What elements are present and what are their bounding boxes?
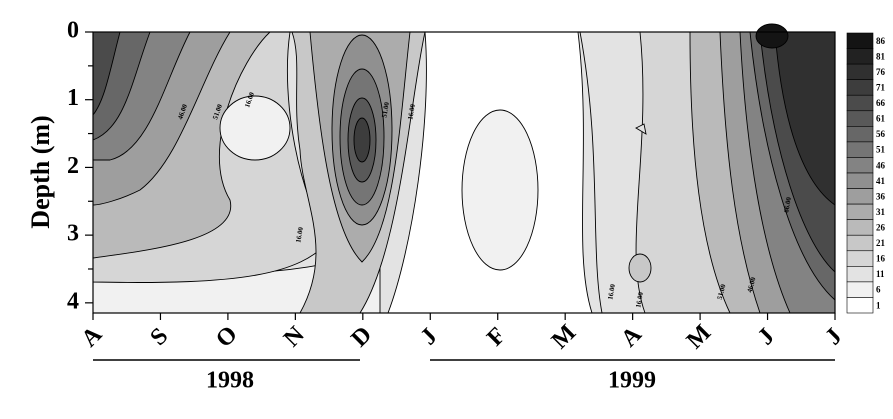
colorbar-label: 56 [876, 129, 886, 139]
colorbar-label: 86 [876, 36, 886, 46]
contour-label: 46.00 [746, 276, 758, 294]
colorbar-label: 76 [876, 67, 886, 77]
colorbar-label: 46 [876, 160, 886, 170]
contour-region [755, 23, 789, 49]
colorbar-swatch [846, 63, 874, 80]
colorbar-swatch [846, 141, 874, 158]
y-tick-label: 3 [67, 221, 79, 247]
contour-label: 16.00 [606, 283, 617, 300]
colorbar-label: 26 [876, 223, 886, 233]
x-tick-label: M [682, 320, 716, 354]
colorbar-swatch [846, 203, 874, 220]
colorbar-label: 16 [876, 254, 886, 264]
y-tick-label: 0 [67, 18, 79, 44]
colorbar-swatch [846, 94, 874, 112]
contour-region [628, 253, 652, 283]
x-tick-label: J [821, 324, 848, 351]
contour-label: 16.00 [294, 226, 305, 243]
x-tick-label: A [77, 321, 108, 352]
colorbar-swatch [846, 266, 874, 283]
colorbar-label: 21 [876, 238, 886, 248]
colorbar-swatch [846, 234, 874, 252]
colorbar-swatch [846, 281, 874, 298]
colorbar-label: 11 [876, 269, 885, 279]
contour-region [219, 95, 291, 161]
colorbar-label: 36 [876, 191, 886, 201]
contour-region [635, 123, 647, 135]
colorbar-label: 81 [876, 51, 886, 61]
colorbar-swatch [846, 188, 874, 205]
y-tick-label: 1 [67, 85, 79, 111]
colorbar-label: 66 [876, 98, 886, 108]
colorbar-swatch [846, 79, 874, 96]
colorbar-swatch [846, 126, 874, 143]
x-tick-label: N [279, 321, 310, 352]
x-tick-label: A [616, 321, 647, 352]
plot-frame [92, 31, 836, 314]
colorbar-swatch [846, 157, 874, 174]
colorbar-swatch [846, 110, 874, 127]
y-tick-label: 2 [67, 153, 79, 179]
year-label: 1999 [608, 368, 656, 394]
colorbar-label: 41 [876, 176, 886, 186]
contour-region [461, 109, 539, 271]
y-tick-label: 4 [67, 288, 79, 314]
colorbar-label: 51 [876, 145, 886, 155]
colorbar-label: 1 [876, 300, 881, 310]
contour-region [353, 117, 371, 163]
x-tick-label: O [211, 321, 243, 353]
colorbar-swatch [846, 250, 874, 267]
colorbar-label: 31 [876, 207, 886, 217]
colorbar-label: 6 [876, 285, 881, 295]
colorbar-swatch [846, 219, 874, 236]
x-tick-label: D [346, 322, 377, 353]
contour-label: 16.00 [634, 291, 645, 308]
colorbar-label: 61 [876, 114, 886, 124]
colorbar-swatch [846, 32, 874, 49]
y-axis-label: Depth (m) [26, 115, 55, 228]
contour-label: 51.00 [380, 101, 391, 118]
contour-region [92, 31, 121, 117]
x-tick-label: F [482, 323, 511, 352]
x-tick-label: J [416, 324, 443, 351]
x-tick-label: S [145, 323, 173, 351]
colorbar-swatch [846, 48, 874, 65]
colorbar-label: 71 [876, 83, 886, 93]
contour-label: 66.00 [782, 196, 793, 213]
year-label: 1998 [206, 368, 254, 394]
x-tick-label: M [547, 320, 581, 354]
colorbar-swatch [846, 172, 874, 189]
contour-label: 16.00 [406, 103, 417, 120]
colorbar-swatch [846, 297, 874, 314]
x-tick-label: J [753, 324, 780, 351]
contour-label: 51.00 [716, 283, 728, 301]
